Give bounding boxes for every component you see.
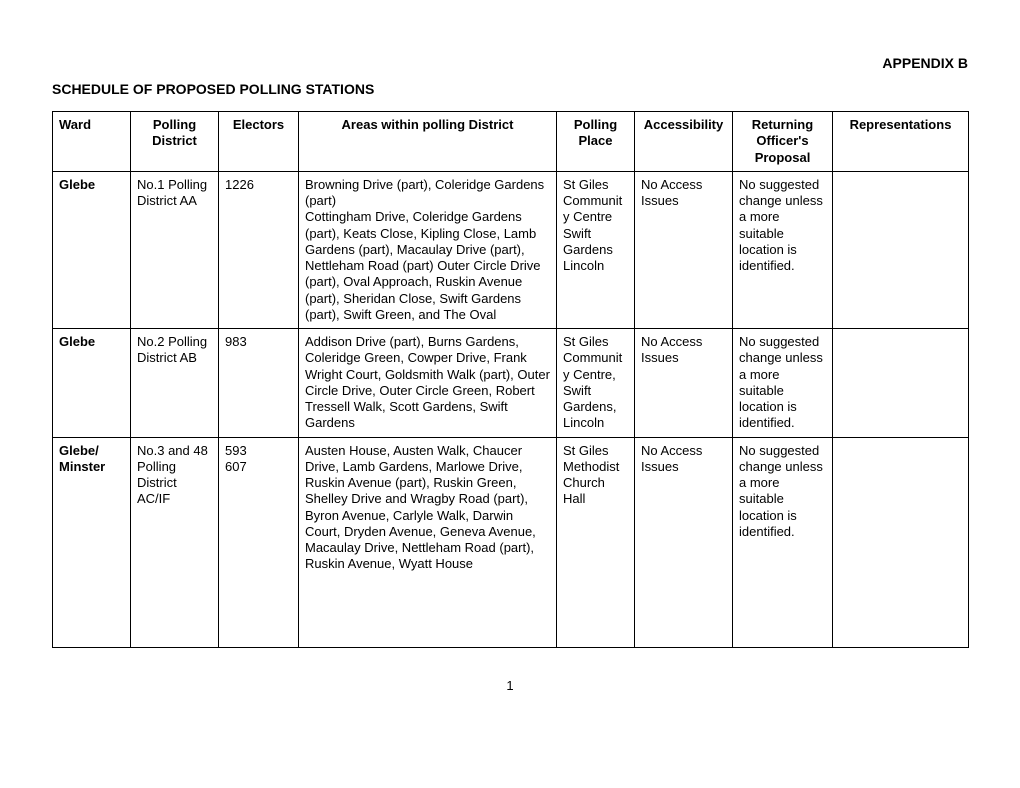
cell-polling-district: No.1 Polling District AA	[131, 171, 219, 328]
cell-accessibility: No Access Issues	[635, 171, 733, 328]
areas-line: Browning Drive (part), Coleridge Gardens…	[305, 177, 550, 210]
areas-line: Nettleham Road (part) Outer Circle Drive…	[305, 258, 550, 323]
cell-proposal: No suggested change unless a more suitab…	[733, 329, 833, 438]
cell-polling-place: St Giles Community Centre Swift Gardens …	[557, 171, 635, 328]
header-electors: Electors	[219, 112, 299, 172]
cell-ward: Glebe/ Minster	[53, 437, 131, 647]
electors-text: 593 607	[225, 443, 247, 474]
cell-proposal: No suggested change unless a more suitab…	[733, 437, 833, 647]
header-areas: Areas within polling District	[299, 112, 557, 172]
table-row: Glebe No.1 Polling District AA 1226 Brow…	[53, 171, 969, 328]
header-polling-place: Polling Place	[557, 112, 635, 172]
areas-line: Cottingham Drive, Coleridge Gardens (par…	[305, 209, 550, 258]
cell-polling-district: No.3 and 48 Polling District AC/IF	[131, 437, 219, 647]
cell-ward: Glebe	[53, 171, 131, 328]
cell-representations	[833, 437, 969, 647]
document-title: SCHEDULE OF PROPOSED POLLING STATIONS	[52, 81, 968, 97]
cell-accessibility: No Access Issues	[635, 437, 733, 647]
appendix-label: APPENDIX B	[52, 55, 968, 71]
cell-areas: Addison Drive (part), Burns Gardens, Col…	[299, 329, 557, 438]
cell-accessibility: No Access Issues	[635, 329, 733, 438]
header-ward: Ward	[53, 112, 131, 172]
cell-electors: 1226	[219, 171, 299, 328]
header-representations: Representations	[833, 112, 969, 172]
table-header-row: Ward Polling District Electors Areas wit…	[53, 112, 969, 172]
header-proposal: Returning Officer's Proposal	[733, 112, 833, 172]
cell-representations	[833, 171, 969, 328]
cell-representations	[833, 329, 969, 438]
cell-areas: Austen House, Austen Walk, Chaucer Drive…	[299, 437, 557, 647]
cell-polling-place: St Giles Methodist Church Hall	[557, 437, 635, 647]
areas-line: Addison Drive (part), Burns Gardens, Col…	[305, 334, 550, 432]
header-polling-district: Polling District	[131, 112, 219, 172]
areas-line: Austen House, Austen Walk, Chaucer Drive…	[305, 443, 550, 573]
page-number: 1	[52, 678, 968, 693]
page-container: APPENDIX B SCHEDULE OF PROPOSED POLLING …	[0, 0, 1020, 723]
cell-polling-place: St Giles Community Centre, Swift Gardens…	[557, 329, 635, 438]
cell-ward: Glebe	[53, 329, 131, 438]
cell-electors: 983	[219, 329, 299, 438]
cell-proposal: No suggested change unless a more suitab…	[733, 171, 833, 328]
cell-polling-district: No.2 Polling District AB	[131, 329, 219, 438]
table-row: Glebe No.2 Polling District AB 983 Addis…	[53, 329, 969, 438]
polling-stations-table: Ward Polling District Electors Areas wit…	[52, 111, 969, 648]
header-accessibility: Accessibility	[635, 112, 733, 172]
table-row: Glebe/ Minster No.3 and 48 Polling Distr…	[53, 437, 969, 647]
cell-areas: Browning Drive (part), Coleridge Gardens…	[299, 171, 557, 328]
cell-electors: 593 607	[219, 437, 299, 647]
